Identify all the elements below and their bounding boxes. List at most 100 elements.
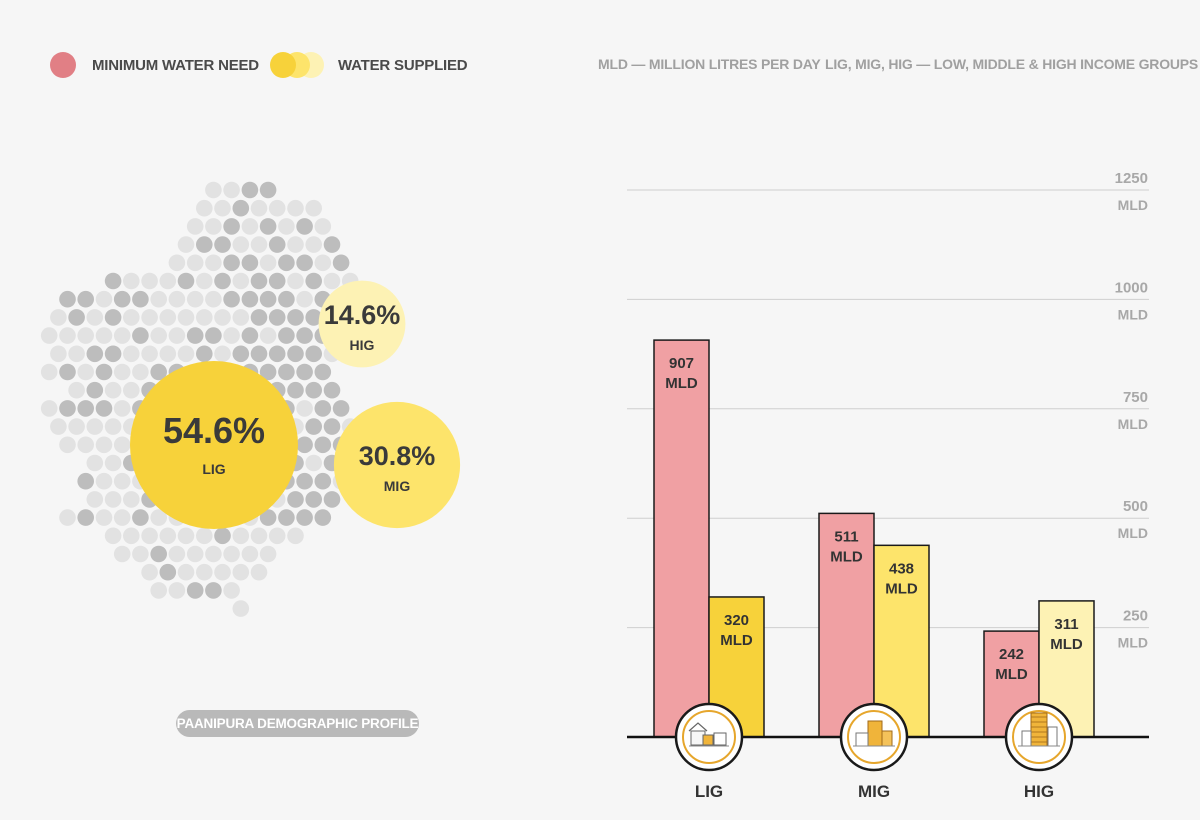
- bar-minimum-need-mig: [818, 512, 875, 738]
- map-dot: [259, 509, 277, 526]
- map-dot: [77, 400, 94, 417]
- low-rise-houses-icon: [839, 702, 909, 772]
- map-dot: [104, 381, 122, 399]
- note-income-groups: LIG, MIG, HIG — LOW, MIDDLE & HIGH INCOM…: [825, 56, 1199, 72]
- map-dot: [59, 327, 76, 344]
- map-dot: [214, 309, 231, 326]
- y-tick-label-750: 750: [1123, 389, 1148, 406]
- map-dot: [95, 327, 113, 344]
- map-dot: [205, 327, 222, 344]
- map-dot: [123, 527, 140, 545]
- map-dot: [259, 218, 277, 235]
- map-dot: [50, 418, 67, 435]
- map-dot: [123, 345, 140, 363]
- high-rise-tower-icon: [1004, 702, 1074, 772]
- map-dot: [40, 400, 58, 417]
- map-dot: [104, 491, 122, 508]
- map-dot: [232, 563, 250, 581]
- map-dot: [59, 290, 76, 308]
- bubble-name-lig: LIG: [202, 461, 225, 477]
- map-dot: [196, 236, 213, 253]
- map-dot: [77, 327, 94, 344]
- data-label-unit-need-hig: MLD: [995, 666, 1028, 683]
- map-dot: [168, 290, 186, 308]
- map-dot: [268, 199, 286, 217]
- map-dot: [296, 400, 313, 417]
- map-dot: [223, 545, 240, 563]
- map-dot: [296, 327, 313, 344]
- map-dot: [268, 345, 286, 363]
- map-dot: [332, 254, 350, 272]
- map-dot: [104, 454, 122, 472]
- map-dot: [259, 327, 277, 344]
- y-tick-label-1250: 1250: [1115, 170, 1148, 187]
- map-dot: [159, 563, 177, 581]
- map-dot: [305, 199, 323, 217]
- map-dot: [159, 345, 177, 363]
- map-dot: [141, 345, 158, 363]
- bar-group-mig: 511 MLD 438 MLD: [818, 512, 930, 738]
- map-dot: [86, 345, 104, 363]
- map-dot: [159, 309, 177, 326]
- map-dot: [305, 309, 323, 326]
- map-dot: [77, 436, 94, 454]
- map-dot: [196, 527, 213, 545]
- map-dot: [123, 272, 140, 290]
- map-dot: [278, 327, 295, 344]
- map-dot: [50, 309, 67, 326]
- map-dot: [177, 563, 195, 581]
- map-dot: [323, 272, 341, 290]
- map-dot: [113, 327, 131, 344]
- map-dot: [141, 309, 158, 326]
- map-dot: [241, 218, 259, 235]
- map-dot: [214, 236, 231, 253]
- map-dot: [278, 509, 295, 526]
- map-dot: [86, 491, 104, 508]
- map-dot: [59, 363, 76, 381]
- map-dot: [123, 309, 140, 326]
- map-dot: [314, 509, 332, 526]
- map-dot: [186, 545, 204, 563]
- map-dot: [268, 309, 286, 326]
- bubble-name-hig: HIG: [350, 337, 375, 353]
- map-dot: [77, 363, 94, 381]
- map-dot: [296, 509, 313, 526]
- map-dot: [250, 345, 268, 363]
- map-dot: [113, 400, 131, 417]
- map-dot: [196, 199, 213, 217]
- map-dot: [287, 199, 304, 217]
- map-dot: [287, 527, 304, 545]
- dot-map: 54.6% LIG 30.8% MIG 14.6% HIG: [40, 181, 461, 617]
- bar-minimum-need-lig: [653, 339, 710, 738]
- map-dot: [177, 272, 195, 290]
- map-dot: [95, 363, 113, 381]
- map-dot: [141, 563, 158, 581]
- map-dot: [214, 345, 231, 363]
- map-dot: [314, 400, 332, 417]
- map-dot: [296, 218, 313, 235]
- map-dot: [287, 345, 304, 363]
- map-dot: [59, 509, 76, 526]
- map-dot: [305, 236, 323, 253]
- map-dot: [223, 327, 240, 344]
- x-tick-label-lig: LIG: [695, 782, 723, 801]
- map-dot: [305, 272, 323, 290]
- map-dot: [141, 527, 158, 545]
- map-dot: [259, 290, 277, 308]
- map-dot: [296, 472, 313, 490]
- map-dot: [132, 363, 149, 381]
- map-dot: [196, 309, 213, 326]
- map-dot: [323, 381, 341, 399]
- map-dot: [150, 290, 167, 308]
- map-dot: [314, 472, 332, 490]
- bar-chart: 250 MLD 500 MLD 750 MLD 1000 MLD 1250 MLD 907 MLD 32…: [627, 170, 1149, 801]
- map-dot: [205, 181, 222, 199]
- map-dot: [250, 199, 268, 217]
- y-tick-label-250: 250: [1123, 608, 1148, 625]
- map-dot: [104, 418, 122, 435]
- map-dot: [314, 254, 332, 272]
- map-dot: [86, 454, 104, 472]
- map-dot: [177, 236, 195, 253]
- bubble-percent-hig: 14.6%: [324, 300, 401, 330]
- map-dot: [305, 491, 323, 508]
